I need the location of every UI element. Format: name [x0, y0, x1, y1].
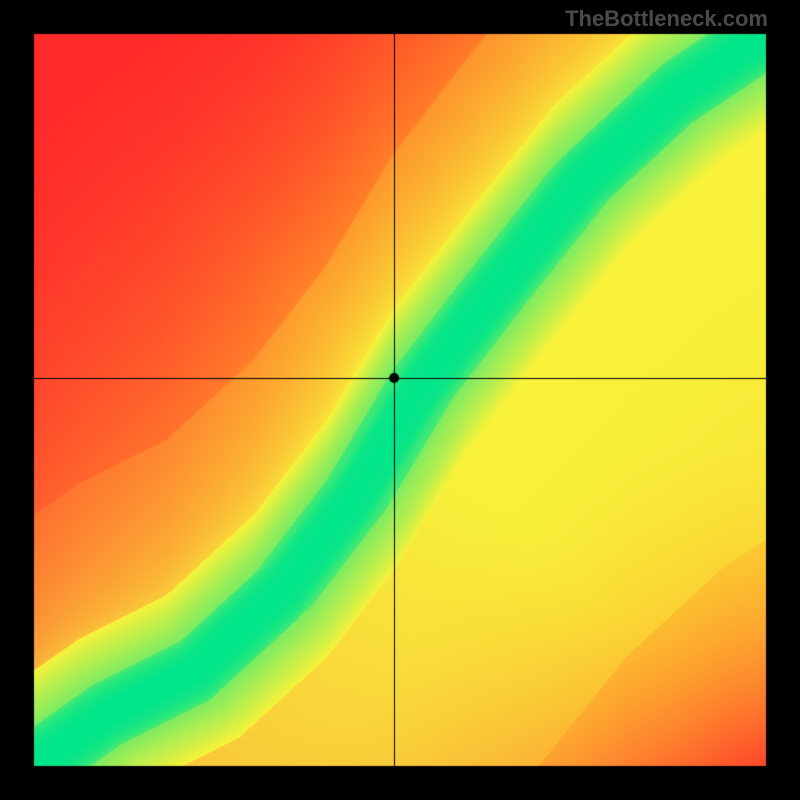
chart-container: TheBottleneck.com — [0, 0, 800, 800]
bottleneck-heatmap — [0, 0, 800, 800]
watermark-text: TheBottleneck.com — [565, 6, 768, 32]
